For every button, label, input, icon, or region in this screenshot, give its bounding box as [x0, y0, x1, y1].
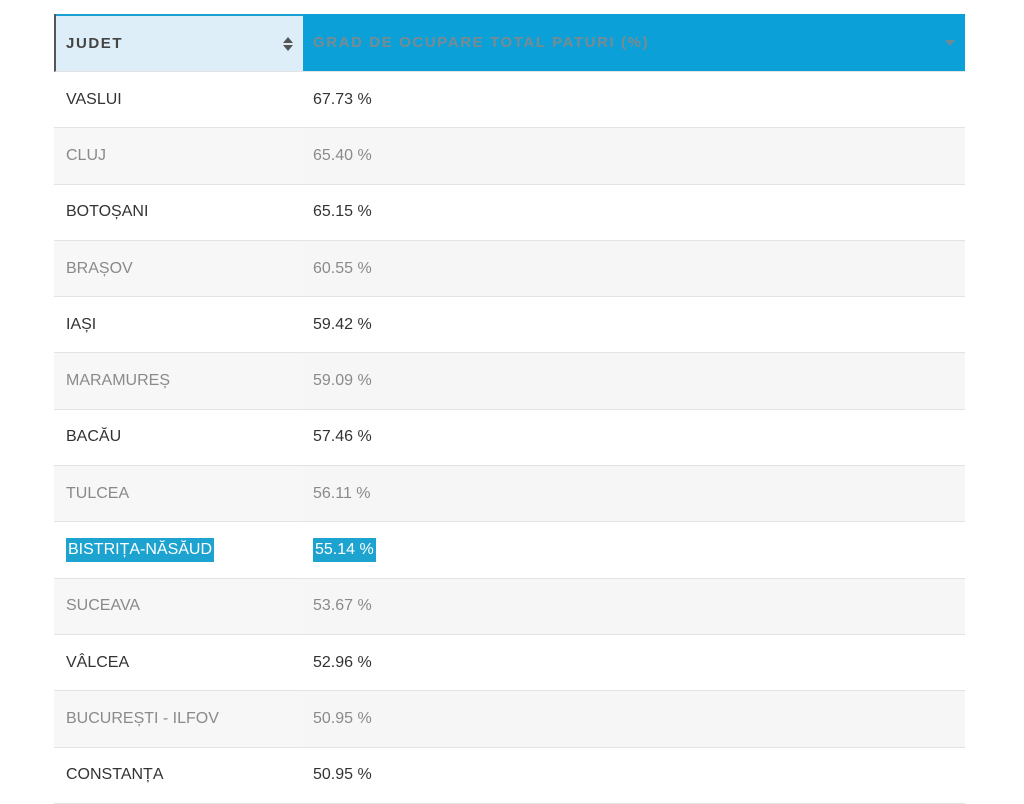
cell-judet: SUCEAVA [66, 597, 141, 615]
cell-grad: 53.67 % [303, 578, 965, 634]
cell-grad: 60.55 % [303, 240, 965, 297]
table-row-highlighted: BISTRIȚA-NĂSĂUD 55.14 % [54, 522, 965, 579]
cell-judet: BRAȘOV [66, 259, 133, 277]
cell-grad: 59.09 % [303, 353, 965, 409]
table-row: CONSTANȚA 50.95 % [54, 747, 965, 804]
column-header-judet[interactable]: JUDET [56, 14, 303, 71]
sort-down-icon[interactable] [945, 39, 955, 46]
table-row: VÂLCEA 52.96 % [54, 634, 965, 692]
cell-judet: VÂLCEA [66, 653, 130, 671]
column-header-judet-label: JUDET [66, 35, 124, 52]
cell-grad: 52.96 % [313, 653, 372, 671]
table-row: TULCEA 56.11 % [54, 466, 965, 523]
selected-text-grad: 55.14 % [313, 538, 376, 563]
cell-judet: MARAMUREȘ [66, 372, 171, 390]
table-row: BUCUREȘTI - ILFOV 50.95 % [54, 691, 965, 748]
cell-grad: 50.95 % [313, 766, 372, 784]
table-row: MARAMUREȘ 59.09 % [54, 353, 965, 410]
table-row: BRAȘOV 60.55 % [54, 240, 965, 298]
cell-judet: BOTOȘANI [66, 203, 149, 221]
cell-grad: 59.42 % [313, 315, 372, 333]
cell-grad: 65.40 % [303, 128, 965, 184]
table-row: IAȘI 59.42 % [54, 297, 965, 354]
cell-grad: 65.15 % [313, 203, 372, 221]
table-body: VASLUI 67.73 % CLUJ 65.40 % BOTOȘANI 65.… [54, 72, 965, 804]
cell-grad: 55.14 % [303, 522, 965, 577]
cell-judet: BISTRIȚA-NĂSĂUD [54, 522, 303, 577]
data-table: JUDET GRAD DE OCUPARE TOTAL PATURI (%) V… [54, 14, 965, 804]
cell-judet: BACĂU [66, 428, 122, 446]
table-header: JUDET GRAD DE OCUPARE TOTAL PATURI (%) [54, 14, 965, 72]
cell-grad: 50.95 % [303, 691, 965, 747]
cell-judet: BUCUREȘTI - ILFOV [66, 709, 219, 727]
cell-grad: 57.46 % [313, 428, 372, 446]
table-row: CLUJ 65.40 % [54, 128, 965, 185]
column-header-grad[interactable]: GRAD DE OCUPARE TOTAL PATURI (%) [303, 14, 965, 71]
table-row: SUCEAVA 53.67 % [54, 578, 965, 635]
cell-judet: CLUJ [66, 146, 107, 164]
column-header-grad-label: GRAD DE OCUPARE TOTAL PATURI (%) [313, 34, 650, 51]
table-row: VASLUI 67.73 % [54, 72, 965, 129]
table-row: BOTOȘANI 65.15 % [54, 184, 965, 241]
table-row: BACĂU 57.46 % [54, 409, 965, 467]
cell-judet: CONSTANȚA [66, 766, 164, 784]
cell-judet: TULCEA [66, 484, 130, 502]
selected-text-judet: BISTRIȚA-NĂSĂUD [66, 538, 215, 563]
cell-judet: IAȘI [66, 315, 97, 333]
cell-grad: 67.73 % [313, 90, 372, 108]
cell-judet: VASLUI [66, 90, 122, 108]
cell-grad: 56.11 % [303, 466, 965, 522]
sort-updown-icon[interactable] [283, 36, 293, 51]
